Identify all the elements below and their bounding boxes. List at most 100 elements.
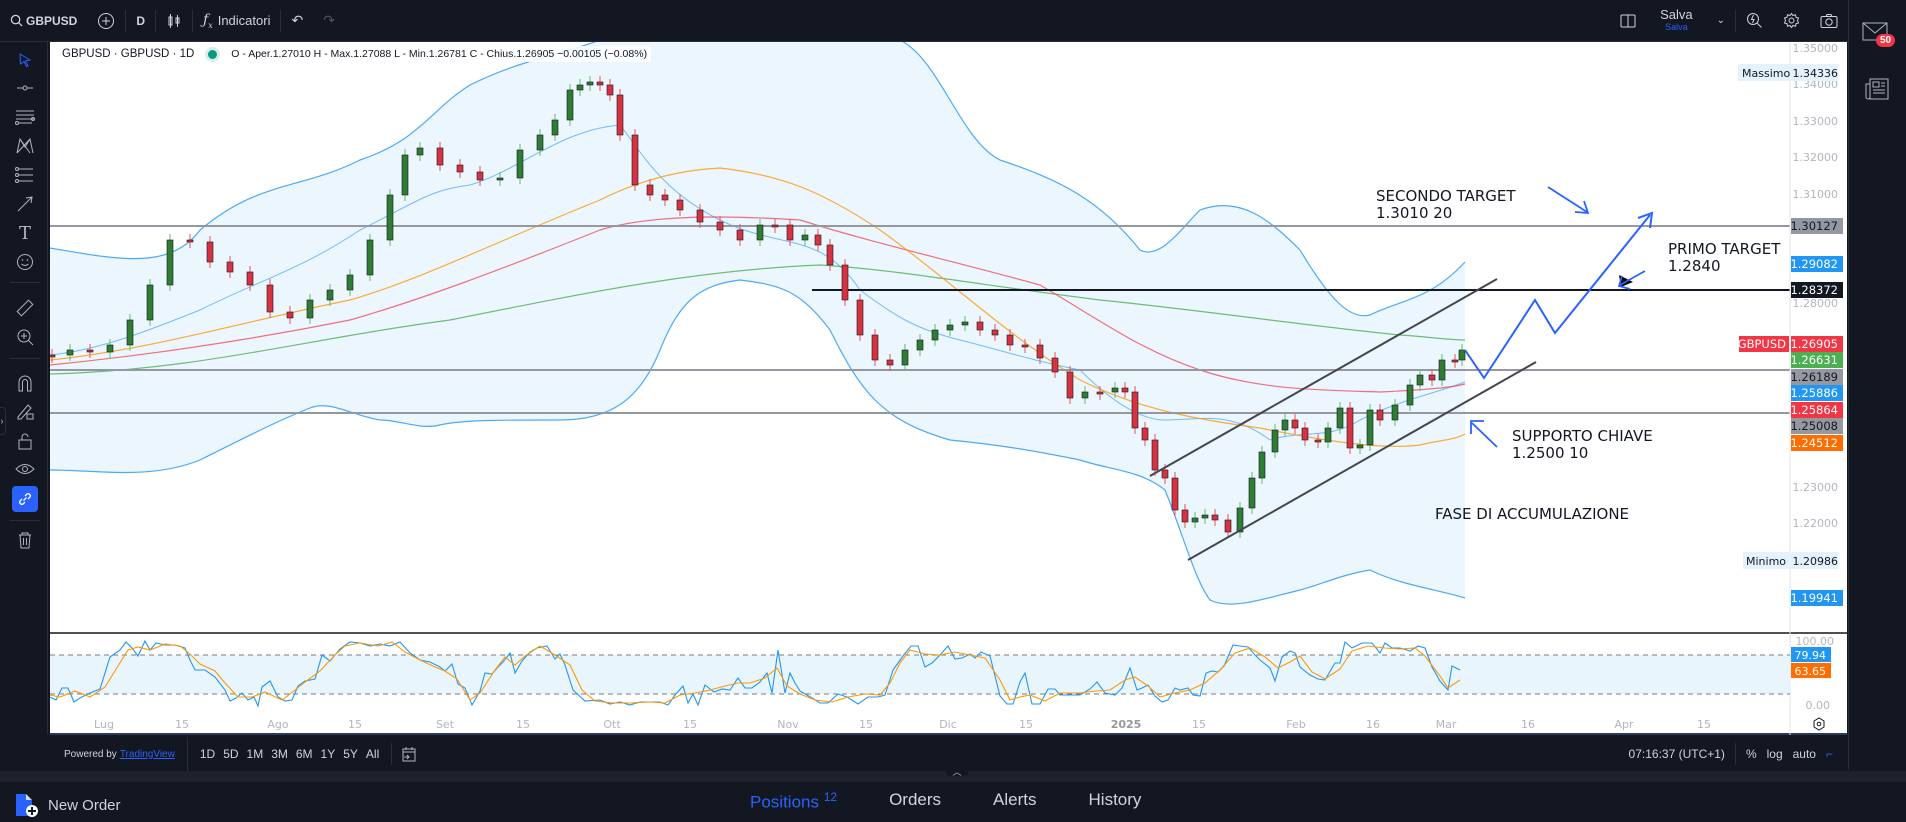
save-menu-button[interactable]: ⌄ [1707, 0, 1735, 41]
magnet-tool[interactable] [12, 370, 38, 396]
clock[interactable]: 07:16:37 (UTC+1) [1628, 747, 1725, 761]
indicators-label: Indicatori [217, 13, 271, 28]
redo-icon: ↷ [323, 12, 335, 28]
divider [10, 520, 40, 521]
undo-button[interactable]: ↶ [281, 0, 313, 41]
settings-button[interactable] [1773, 0, 1810, 41]
brush-tool[interactable] [12, 191, 38, 217]
expand-panel-button[interactable]: ︿ [946, 766, 968, 777]
symbol-search[interactable]: GBPUSD [0, 0, 87, 41]
stoch-d-line [50, 641, 1461, 704]
range-6m[interactable]: 6M [295, 747, 313, 761]
compare-button[interactable] [87, 0, 125, 41]
divider [280, 9, 282, 32]
stoch-axis-bottom: 0.00 [1806, 699, 1831, 712]
save-button[interactable]: Salva Salva [1646, 8, 1707, 33]
percent-toggle[interactable]: % [1745, 747, 1757, 761]
axis-settings-button[interactable] [1813, 717, 1825, 731]
time-tick: Ago [267, 718, 289, 731]
divider [155, 9, 157, 32]
auto-toggle[interactable]: auto [1792, 747, 1816, 761]
newspaper-icon [1865, 78, 1889, 100]
range-5d[interactable]: 5D [223, 747, 239, 761]
remove-drawings-tool[interactable] [12, 527, 38, 553]
lock-drawings-tool[interactable] [12, 399, 38, 425]
price-tag: 1.26905 [1790, 337, 1838, 351]
range-1d[interactable]: 1D [199, 747, 216, 761]
sync-drawings-tool[interactable] [12, 486, 38, 512]
log-toggle[interactable]: log [1766, 747, 1783, 761]
horizontal-line-tool[interactable] [12, 75, 38, 101]
divider [1735, 9, 1736, 32]
tab-positions[interactable]: Positions 12 [750, 790, 837, 813]
mail-icon [1862, 22, 1888, 41]
redo-button[interactable]: ↷ [313, 0, 345, 41]
chart-area[interactable]: SECONDO TARGET 1.3010 20 PRIMO TARGET 1.… [50, 42, 1847, 735]
range-3m[interactable]: 3M [271, 747, 288, 761]
range-1y[interactable]: 1Y [320, 747, 336, 761]
ohlc-values: O - Aper.1.27010 H - Max.1.27088 L - Min… [231, 48, 648, 60]
time-tick: Nov [777, 718, 799, 731]
expand-sidebar-handle[interactable]: › [0, 407, 6, 435]
symbol-tag: GBPUSD [1738, 337, 1786, 351]
range-all[interactable]: All [365, 747, 380, 761]
indicators-button[interactable]: ƒx Indicatori [193, 0, 280, 41]
time-axis[interactable]: Lug 15 Ago 15 Set 15 Ott 15 Nov 15 Dic 1… [94, 718, 1711, 731]
undo-icon: ↶ [291, 12, 304, 28]
arrow-line-icon [17, 196, 33, 212]
tab-alerts[interactable]: Alerts [993, 790, 1037, 809]
fullscreen-toggle-icon[interactable]: ⌐ [1825, 747, 1833, 761]
time-tick: 15 [1192, 718, 1206, 731]
range-1m[interactable]: 1M [246, 747, 264, 761]
pattern-tool[interactable] [12, 133, 38, 159]
measure-tool[interactable] [12, 295, 38, 321]
secondo-target-title: SECONDO TARGET [1376, 187, 1516, 205]
screenshot-button[interactable] [1810, 0, 1848, 41]
unlock-icon [18, 433, 32, 450]
price-tag: 1.26189 [1790, 370, 1838, 384]
zoom-tool[interactable] [12, 324, 38, 350]
forecast-tool[interactable] [12, 162, 38, 188]
massimo-value: 1.34336 [1793, 67, 1839, 80]
minimo-label: Minimo [1746, 555, 1786, 568]
notifications-button[interactable]: 50 [1862, 18, 1896, 47]
ruler-icon [16, 299, 34, 317]
layout-button[interactable] [1610, 0, 1646, 41]
panel-resize-band[interactable] [0, 771, 1906, 782]
new-order-button[interactable]: New Order [14, 792, 121, 818]
trading-panel: New Order Positions 12 Orders Alerts His… [0, 782, 1906, 822]
range-selector: 1D 5D 1M 3M 6M 1Y 5Y All [188, 747, 391, 761]
text-icon: T [18, 222, 31, 244]
news-button[interactable] [1865, 78, 1889, 105]
interval-button[interactable]: D [126, 0, 155, 41]
parallel-lines-icon [15, 110, 35, 125]
price-tick: 1.22000 [1793, 517, 1839, 530]
panel-tabs: Positions 12 Orders Alerts History [750, 790, 1193, 813]
fase-accumulazione-label: FASE DI ACCUMULAZIONE [1435, 505, 1629, 523]
tab-label: Positions [750, 792, 819, 812]
price-chart[interactable]: SECONDO TARGET 1.3010 20 PRIMO TARGET 1.… [50, 42, 1847, 735]
top-toolbar: GBPUSD D ƒx Indicatori ↶ ↷ Salva Salva ⌄ [0, 0, 1848, 42]
text-tool[interactable]: T [12, 220, 38, 246]
time-tick: 15 [683, 718, 697, 731]
tab-orders[interactable]: Orders [889, 790, 942, 809]
range-5y[interactable]: 5Y [343, 747, 358, 761]
tab-history[interactable]: History [1088, 790, 1142, 809]
stoch-axis-top: 100.00 [1796, 635, 1835, 648]
time-tick: 15 [1019, 718, 1033, 731]
lock-tool[interactable] [12, 428, 38, 454]
chart-type-button[interactable] [156, 0, 192, 41]
time-tick: Set [436, 718, 455, 731]
price-axis[interactable]: 1.35000 1.34000 1.33000 1.32000 1.31000 … [1793, 42, 1839, 530]
fib-tool[interactable] [12, 104, 38, 130]
cursor-tool[interactable] [12, 47, 38, 73]
tradingview-link[interactable]: TradingView [119, 748, 175, 760]
goto-date-button[interactable] [392, 746, 426, 762]
price-tick: 1.31000 [1793, 188, 1839, 201]
candles [50, 76, 1466, 538]
quick-search-button[interactable] [1736, 0, 1773, 41]
emoji-tool[interactable] [12, 249, 38, 275]
symbol-title: GBPUSD · GBPUSD · 1D [62, 48, 195, 60]
hide-drawings-tool[interactable] [12, 457, 38, 483]
magnet-icon [18, 375, 32, 392]
